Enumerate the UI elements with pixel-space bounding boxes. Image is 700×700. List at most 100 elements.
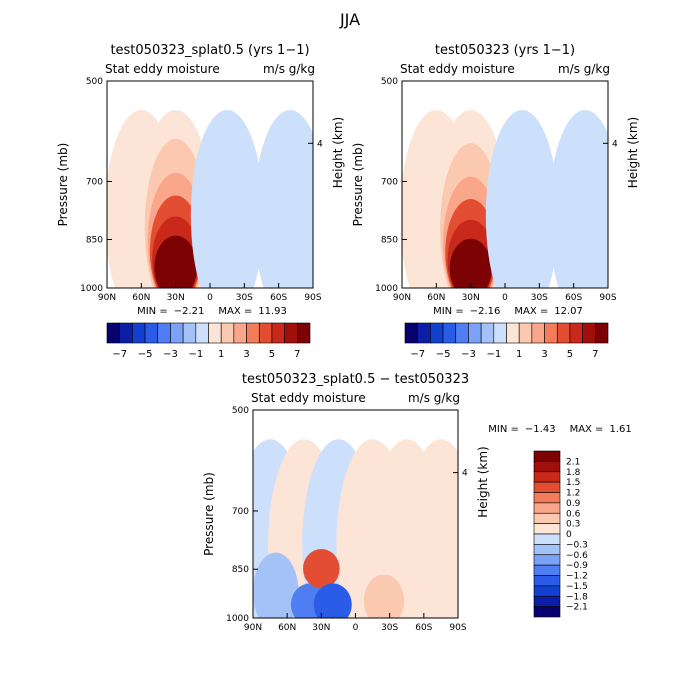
y-tick-label: 700 (232, 507, 249, 517)
y-tick-label: 700 (86, 177, 103, 187)
panel-subtitle-right: m/s g/kg (408, 391, 460, 405)
colorbar-swatch (533, 606, 561, 618)
field (253, 410, 458, 618)
figure-title: JJA (339, 10, 360, 29)
max-label: MAX = (218, 306, 252, 317)
panel-subtitle-left: Stat eddy moisture (400, 62, 515, 76)
field (107, 81, 313, 288)
colorbar-swatch (518, 322, 533, 344)
x-tick-label: 60S (270, 293, 287, 303)
colorbar-label: −1.5 (566, 582, 588, 592)
x-tick-label: 60S (415, 623, 432, 633)
colorbar-swatch (455, 322, 469, 344)
max-value: 1.61 (609, 424, 631, 435)
y-axis-label: Pressure (mb) (351, 143, 365, 227)
colorbar-swatch (533, 575, 561, 587)
max-value: 12.07 (554, 306, 583, 317)
y-tick-label: 500 (381, 77, 398, 87)
y-tick-label: 850 (232, 565, 249, 575)
colorbar-swatch (170, 322, 184, 344)
colorbar-swatch (233, 322, 247, 344)
min-value: −1.43 (525, 424, 556, 435)
min-value: −2.21 (174, 306, 205, 317)
colorbar-swatch (271, 322, 285, 344)
x-tick-label: 0 (502, 293, 508, 303)
max-value: 11.93 (258, 306, 287, 317)
colorbar-swatch (533, 512, 561, 524)
colorbar-label: −1 (486, 349, 501, 360)
y-axis-right-label: Height (km) (331, 117, 345, 188)
x-tick-label: 90S (599, 293, 616, 303)
x-tick-label: 90S (304, 293, 321, 303)
colorbar-label: 1.5 (566, 478, 580, 488)
colorbar-swatch (533, 471, 561, 483)
colorbar-swatch (533, 481, 561, 493)
colorbar-swatch (144, 322, 159, 344)
panel-subtitle-right: m/s g/kg (263, 62, 315, 76)
field-cell (190, 110, 264, 288)
colorbar-label: 1.2 (566, 489, 580, 499)
colorbar-label: −5 (436, 349, 451, 360)
x-tick-label: 90N (98, 293, 116, 303)
colorbar-swatch (246, 322, 260, 344)
colorbar-label: −0.3 (566, 540, 588, 550)
colorbar-swatch (531, 322, 545, 344)
field-cell (303, 549, 340, 589)
colorbar-swatch (182, 322, 197, 344)
colorbar-swatch (533, 554, 561, 566)
panel-2: test050323 (yrs 1−1) Stat eddy moisture m/… (351, 43, 640, 317)
y-tick-label: 500 (232, 406, 249, 416)
field-cell (313, 583, 352, 618)
colorbar-label: 1 (218, 349, 224, 360)
field-cell (485, 110, 559, 288)
x-tick-label: 30S (381, 623, 398, 633)
colorbar-swatch (480, 322, 495, 344)
panel-1: test050323_splat0.5 (yrs 1−1) Stat eddy m… (56, 43, 345, 317)
min-max-readout: MIN = −2.16 MAX = 12.07 (433, 306, 583, 317)
colorbar-label: 7 (592, 349, 598, 360)
colorbar-label: 7 (294, 349, 300, 360)
x-tick-label: 60S (565, 293, 582, 303)
colorbar-label: −5 (138, 349, 153, 360)
colorbar-swatch (533, 461, 561, 473)
colorbar-label: 0.6 (566, 509, 581, 519)
colorbar-swatch (119, 322, 133, 344)
colorbar-label: 3 (243, 349, 249, 360)
y-tick-label: 500 (86, 77, 103, 87)
colorbar-swatch (468, 322, 482, 344)
colorbar-swatch (533, 523, 561, 535)
colorbar-swatch (132, 322, 146, 344)
colorbar-swatch (533, 585, 561, 597)
colorbar-label: 0.3 (566, 520, 580, 530)
x-tick-label: 30S (236, 293, 253, 303)
colorbar-swatch (442, 322, 457, 344)
panel-subtitle-left: Stat eddy moisture (251, 391, 366, 405)
min-label: MIN = (433, 306, 464, 317)
x-tick-label: 0 (353, 623, 359, 633)
min-value: −2.16 (470, 306, 501, 317)
colorbar-swatch (157, 322, 171, 344)
colorbar-label: −2.1 (566, 603, 588, 613)
x-tick-label: 0 (207, 293, 213, 303)
colorbar-swatch (533, 492, 561, 504)
colorbar-swatch (106, 322, 120, 344)
colorbar-label: −0.6 (566, 551, 588, 561)
y-tick-label: 850 (381, 235, 398, 245)
x-tick-label: 30S (531, 293, 548, 303)
y-tick-label: 1000 (80, 284, 103, 294)
min-max-readout: MIN = −2.21 MAX = 11.93 (137, 306, 287, 317)
colorbar-swatch (556, 322, 571, 344)
colorbar-swatch (533, 564, 561, 576)
colorbar-swatch (533, 595, 561, 607)
field (402, 81, 608, 288)
colorbar-swatch (404, 322, 418, 344)
figure-panels: test050323_splat0.5 (yrs 1−1) Stat eddy m… (56, 43, 640, 633)
right-tick-label: 4 (462, 469, 468, 479)
colorbar-label: −7 (112, 349, 127, 360)
x-tick-label: 90N (244, 623, 262, 633)
field-cell (548, 110, 608, 288)
colorbar-swatch (582, 322, 596, 344)
right-tick-label: 4 (612, 139, 618, 149)
colorbar-2: −7 −5 −3 −1 1 3 5 7 (404, 322, 609, 360)
